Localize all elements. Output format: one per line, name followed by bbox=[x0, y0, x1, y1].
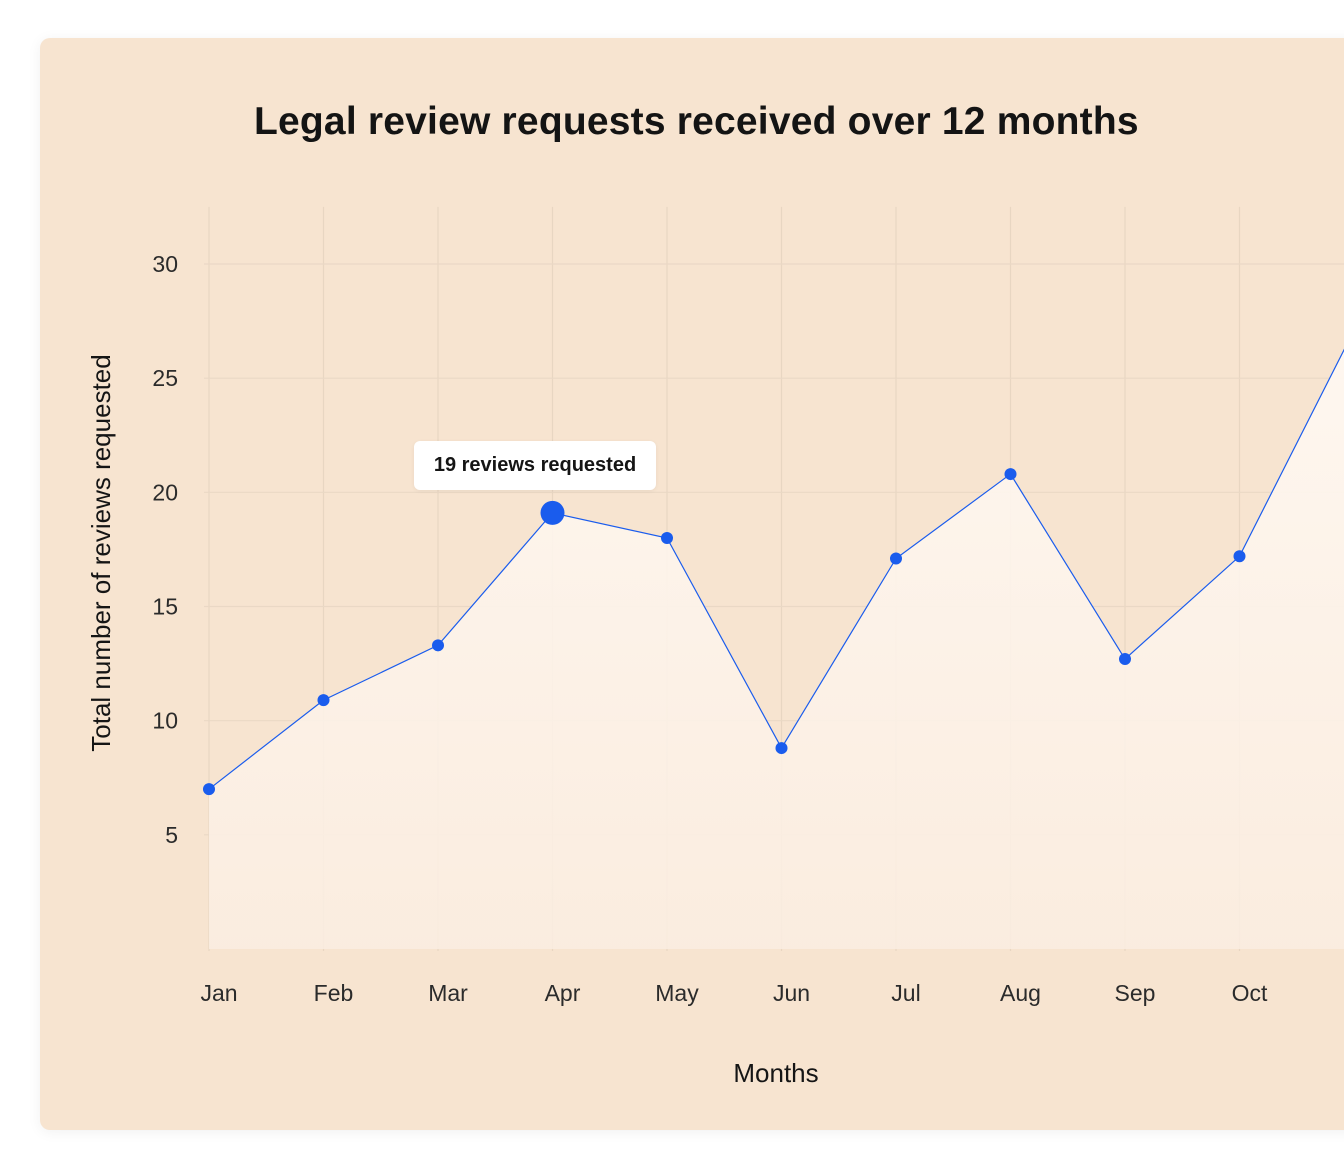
y-tick-label: 5 bbox=[165, 822, 178, 848]
y-tick-label: 25 bbox=[152, 365, 178, 391]
data-point[interactable] bbox=[1004, 468, 1017, 481]
data-point[interactable] bbox=[203, 783, 215, 796]
y-tick-label: 20 bbox=[152, 479, 178, 505]
x-tick-label: Sep bbox=[1115, 980, 1156, 1006]
data-point[interactable] bbox=[432, 639, 444, 652]
data-point[interactable] bbox=[1233, 550, 1246, 563]
x-tick-label: Aug bbox=[1000, 980, 1041, 1006]
x-tick-label: Mar bbox=[428, 980, 468, 1006]
x-tick-label: Apr bbox=[545, 980, 581, 1006]
x-tick-label: Oct bbox=[1232, 980, 1268, 1006]
data-point[interactable] bbox=[890, 552, 902, 565]
data-tooltip: 19 reviews requested bbox=[414, 441, 656, 490]
data-point[interactable] bbox=[775, 742, 788, 755]
y-tick-label: 15 bbox=[152, 594, 178, 620]
x-tick-label: Jun bbox=[773, 980, 810, 1006]
x-tick-label: Jan bbox=[200, 980, 237, 1006]
data-point[interactable] bbox=[661, 532, 673, 544]
x-tick-label: Feb bbox=[314, 980, 354, 1006]
data-point-highlighted[interactable] bbox=[540, 500, 565, 525]
y-tick-label: 30 bbox=[152, 251, 178, 277]
data-point[interactable] bbox=[1119, 653, 1131, 666]
chart-title: Legal review requests received over 12 m… bbox=[254, 100, 1139, 143]
y-axis-label: Total number of reviews requested bbox=[86, 354, 116, 751]
x-axis-label: Months bbox=[733, 1058, 818, 1088]
area-fill bbox=[209, 349, 1344, 949]
y-tick-label: 10 bbox=[152, 708, 178, 734]
x-tick-label: May bbox=[655, 980, 699, 1006]
data-point[interactable] bbox=[317, 694, 330, 707]
x-tick-label: Jul bbox=[891, 980, 920, 1006]
